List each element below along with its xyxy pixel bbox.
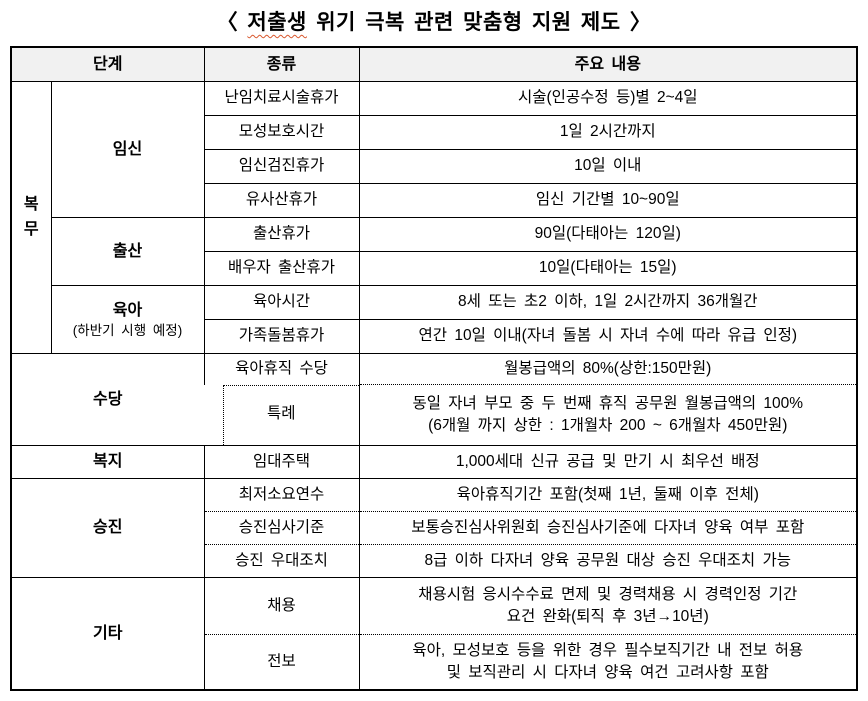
- section-label-welfare: 복지: [10, 445, 205, 480]
- table-row: 수당 육아휴직 수당 월봉급액의 80%(상한:150만원): [10, 353, 858, 447]
- content-line-2: 및 보직관리 시 다자녀 양육 여건 고려사항 포함: [446, 664, 769, 682]
- header-row: 단계 종류 주요 내용: [10, 46, 858, 83]
- cell-content: 90일(다태아는 120일): [358, 217, 858, 253]
- group-label-duty: 복무: [10, 81, 52, 355]
- cell-content: 보통승진심사위원회 승진심사기준에 다자녀 양육 여부 포함: [358, 511, 858, 546]
- cell-type: 가족돌봄휴가: [203, 319, 360, 355]
- cell-content: 육아휴직기간 포함(첫째 1년, 둘째 이후 전체): [358, 478, 858, 513]
- stage-label-text: 육아: [112, 301, 143, 319]
- section-label-etc: 기타: [10, 577, 205, 691]
- cell-type: 승진심사기준: [203, 511, 360, 546]
- cell-type: 임대주택: [203, 445, 360, 480]
- content-line-1: 육아, 모성보호 등을 위한 경우 필수보직기간 내 전보 허용: [412, 641, 804, 659]
- cell-type: 승진 우대조치: [203, 544, 360, 579]
- section-label-promotion: 승진: [10, 478, 205, 579]
- cell-content: 임신 기간별 10~90일: [358, 183, 858, 219]
- cell-content: 8세 또는 초2 이하, 1일 2시간까지 36개월간: [358, 285, 858, 321]
- table-row: 승진 최저소요연수 육아휴직기간 포함(첫째 1년, 둘째 이후 전체): [10, 478, 858, 579]
- title-rest: 위기 극복 관련 맞춤형 지원 제도 〉: [306, 11, 652, 34]
- cell-type: 육아휴직 수당: [203, 353, 360, 385]
- table-row: 복무 임신 난임치료시술휴가 시술(인공수정 등)별 2~4일: [10, 81, 858, 355]
- cell-content: 1,000세대 신규 공급 및 만기 시 최우선 배정: [358, 445, 858, 480]
- section-label-allowance: 수당: [10, 353, 205, 447]
- cell-content: 연간 10일 이내(자녀 돌봄 시 자녀 수에 따라 유급 인정): [358, 319, 858, 355]
- stage-note: (하반기 시행 예정): [72, 323, 183, 339]
- cell-type: 전보: [203, 634, 360, 691]
- page-title: 〈 저출생 위기 극복 관련 맞춤형 지원 제도 〉: [0, 10, 868, 35]
- content-line-1: 동일 자녀 부모 중 두 번째 휴직 공무원 월봉급액의 100%: [412, 394, 804, 412]
- cell-type: 모성보호시간: [203, 115, 360, 151]
- content-line-2: (6개월 까지 상한 : 1개월차 200 ~ 6개월차 450만원): [428, 417, 788, 435]
- table-row: 배우자 출산휴가 10일(다태아는 15일): [11, 251, 858, 287]
- table-row: 임신검진휴가 10일 이내: [11, 149, 858, 185]
- table-row: 복지 임대주택 1,000세대 신규 공급 및 만기 시 최우선 배정: [10, 445, 858, 480]
- table-row: 가족돌봄휴가 연간 10일 이내(자녀 돌봄 시 자녀 수에 따라 유급 인정): [11, 319, 858, 355]
- stage-label-birth: 출산: [50, 217, 205, 287]
- cell-type: 최저소요연수: [203, 478, 360, 513]
- cell-type-special-case: 특례: [204, 384, 360, 447]
- cell-content: 1일 2시간까지: [358, 115, 858, 151]
- table-row: 승진 우대조치 8급 이하 다자녀 양육 공무원 대상 승진 우대조치 가능: [11, 544, 858, 579]
- title-spellcheck-word: 저출생: [247, 11, 307, 34]
- table-row: 모성보호시간 1일 2시간까지: [11, 115, 858, 151]
- header-content: 주요 내용: [358, 46, 858, 83]
- title-prefix: 〈: [216, 11, 248, 34]
- cell-type: 유사산휴가: [203, 183, 360, 219]
- cell-type: 배우자 출산휴가: [203, 251, 360, 287]
- stage-label-childcare: 육아 (하반기 시행 예정): [50, 285, 205, 355]
- cell-type: 채용: [203, 577, 360, 636]
- cell-content: 시술(인공수정 등)별 2~4일: [358, 81, 858, 117]
- cell-content: 10일 이내: [358, 149, 858, 185]
- content-line-2: 요건 완화(퇴직 후 3년→10년): [506, 608, 709, 626]
- cell-type: 임신검진휴가: [203, 149, 360, 185]
- cell-content: 월봉급액의 80%(상한:150만원): [358, 353, 858, 386]
- table-row: 육아 (하반기 시행 예정) 육아시간 8세 또는 초2 이하, 1일 2시간까지…: [11, 285, 858, 355]
- header-stage: 단계: [10, 46, 205, 83]
- group-label-text: 복무: [23, 195, 39, 238]
- table-row: 유사산휴가 임신 기간별 10~90일: [11, 183, 858, 219]
- cell-type: 난임치료시술휴가: [203, 81, 360, 117]
- support-system-table: 단계 종류 주요 내용 복무 임신 난임치료시술휴가 시술(인공수정 등)별 2…: [10, 46, 859, 692]
- cell-type: 육아시간: [203, 285, 360, 321]
- cell-content: 8급 이하 다자녀 양육 공무원 대상 승진 우대조치 가능: [358, 544, 858, 579]
- cell-content: 10일(다태아는 15일): [358, 251, 858, 287]
- header-type: 종류: [203, 46, 360, 83]
- table-row: 특례 동일 자녀 부모 중 두 번째 휴직 공무원 월봉급액의 100% (6개월…: [11, 384, 858, 447]
- table-row: 출산 출산휴가 90일(다태아는 120일): [11, 217, 858, 287]
- stage-label-pregnancy: 임신: [50, 81, 205, 219]
- content-line-1: 채용시험 응시수수료 면제 및 경력채용 시 경력인정 기간: [418, 585, 798, 603]
- cell-content: 동일 자녀 부모 중 두 번째 휴직 공무원 월봉급액의 100% (6개월 까지…: [358, 384, 858, 447]
- cell-type: 출산휴가: [203, 217, 360, 253]
